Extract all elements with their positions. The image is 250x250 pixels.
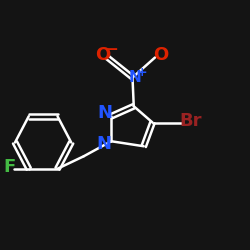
Text: N: N — [98, 104, 112, 122]
Text: O: O — [153, 46, 168, 64]
Text: F: F — [3, 158, 16, 176]
Text: −: − — [106, 42, 118, 58]
Text: N: N — [97, 135, 112, 153]
Text: Br: Br — [179, 112, 202, 130]
Text: +: + — [137, 66, 147, 79]
Text: O: O — [95, 46, 110, 64]
Text: N: N — [128, 70, 141, 85]
